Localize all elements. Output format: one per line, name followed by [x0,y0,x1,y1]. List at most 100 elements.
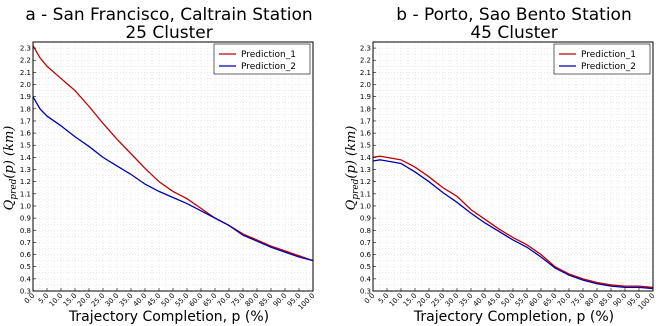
y-tick-label: 1.2 [360,178,371,186]
legend-label: Prediction_1 [241,50,296,60]
x-tick-label: 25.0 [90,292,107,309]
x-tick-label: 30.0 [104,292,121,309]
y-axis-label: Qpred(p) (km) [2,126,19,211]
y-tick-label: 2.2 [360,57,371,65]
x-tick-label: 55.0 [174,292,191,309]
series-lines [32,45,314,262]
chart-subtitle: 45 Cluster [470,23,557,43]
x-tick-label: 45.0 [146,292,163,309]
y-tick-label: 0.5 [360,263,371,271]
y-tick-label: 2.3 [20,45,31,53]
chart-panel-b: b - Porto, Sao Bento Station 45 Cluster … [344,5,656,325]
y-tick-label: 0.3 [20,288,31,296]
series-line-prediction-1 [32,45,314,262]
x-tick-label: 50.0 [500,292,517,309]
x-tick-label: 70.0 [556,292,573,309]
y-tick-label: 0.4 [20,275,32,283]
y-tick-label: 1.3 [360,166,371,174]
y-tick-label: 1.5 [360,142,371,150]
x-tick-label: 15.0 [62,292,79,309]
y-tick-label: 1.8 [20,105,31,113]
y-tick-label: 0.6 [20,251,32,259]
y-tick-label: 0.7 [360,239,371,247]
series-lines [372,155,654,290]
y-axis-label: Qpred(p) (km) [344,126,361,211]
y-tick-label: 0.3 [360,288,371,296]
y-tick-label: 0.8 [20,227,31,235]
y-tick-label: 1.0 [360,202,371,210]
x-tick-label: 60.0 [528,292,545,309]
y-tick-label: 0.6 [360,251,372,259]
x-tick-label: 15.0 [402,292,419,309]
x-tick-label: 70.0 [216,292,233,309]
y-tick-label: 1.4 [360,154,372,162]
y-tick-label: 1.1 [20,190,31,198]
y-tick-label: 1.6 [360,130,372,138]
legend: Prediction_1 Prediction_2 [213,43,311,75]
x-tick-label: 40.0 [132,292,149,309]
x-tick-label: 55.0 [514,292,531,309]
y-tick-label: 0.4 [360,275,372,283]
y-tick-label: 0.8 [360,227,371,235]
y-tick-label: 1.0 [20,202,31,210]
legend-label: Prediction_2 [241,62,296,72]
y-tick-label: 2.1 [360,69,371,77]
legend-box [213,43,311,75]
x-tick-label: 85.0 [258,292,275,309]
x-tick-label: 30.0 [444,292,461,309]
y-tick-label: 0.7 [20,239,31,247]
x-tick-label: 80.0 [244,292,261,309]
y-tick-label: 1.7 [20,117,31,125]
x-tick-label: 75.0 [230,292,247,309]
y-tick-label: 1.9 [20,93,31,101]
y-tick-label: 0.9 [360,215,371,223]
x-tick-label: 10.0 [388,292,405,309]
x-tick-label: 75.0 [570,292,587,309]
x-tick-label: 60.0 [188,292,205,309]
x-tick-label: 85.0 [598,292,615,309]
x-tick-label: 50.0 [160,292,177,309]
chart-subtitle: 25 Cluster [125,23,212,43]
x-tick-label: 65.0 [202,292,219,309]
y-tick-label: 1.2 [20,178,31,186]
x-tick-label: 35.0 [118,292,135,309]
y-tick-label: 0.5 [20,263,31,271]
y-tick-label: 2.0 [360,81,371,89]
x-tick-label: 35.0 [458,292,475,309]
series-line-prediction-2 [372,159,654,290]
x-tick-label: 45.0 [486,292,503,309]
series-line-prediction-1 [372,155,654,289]
x-tick-label: 25.0 [430,292,447,309]
x-tick-label: 20.0 [76,292,93,309]
x-axis-label: Trajectory Completion, p (%) [413,309,614,325]
legend-label: Prediction_1 [581,50,636,60]
y-tick-label: 1.9 [360,93,371,101]
y-tick-label: 1.5 [20,142,31,150]
x-tick-label: 90.0 [272,292,289,309]
legend-label: Prediction_2 [581,62,636,72]
grid-lines [32,41,314,292]
y-tick-label: 2.1 [20,69,31,77]
y-tick-label: 0.9 [20,215,31,223]
legend: Prediction_1 Prediction_2 [553,43,651,75]
y-tick-label: 2.3 [360,45,371,53]
y-tick-label: 1.8 [360,105,371,113]
chart-panel-a: a - San Francisco, Caltrain Station 25 C… [2,5,316,325]
y-tick-label: 1.6 [20,130,32,138]
series-line-prediction-2 [32,96,314,262]
x-tick-label: 10.0 [48,292,65,309]
legend-box [553,43,651,75]
chart-title: b - Porto, Sao Bento Station [396,5,631,25]
y-tick-label: 2.2 [20,57,31,65]
x-tick-label: 40.0 [472,292,489,309]
x-tick-label: 20.0 [416,292,433,309]
y-tick-label: 2.0 [20,81,31,89]
x-axis-label: Trajectory Completion, p (%) [68,309,269,325]
y-tick-label: 1.3 [20,166,31,174]
y-tick-label: 1.7 [360,117,371,125]
x-tick-label: 65.0 [542,292,559,309]
plot-frame [32,41,314,292]
x-tick-label: 90.0 [612,292,629,309]
chart-title: a - San Francisco, Caltrain Station [25,5,312,25]
